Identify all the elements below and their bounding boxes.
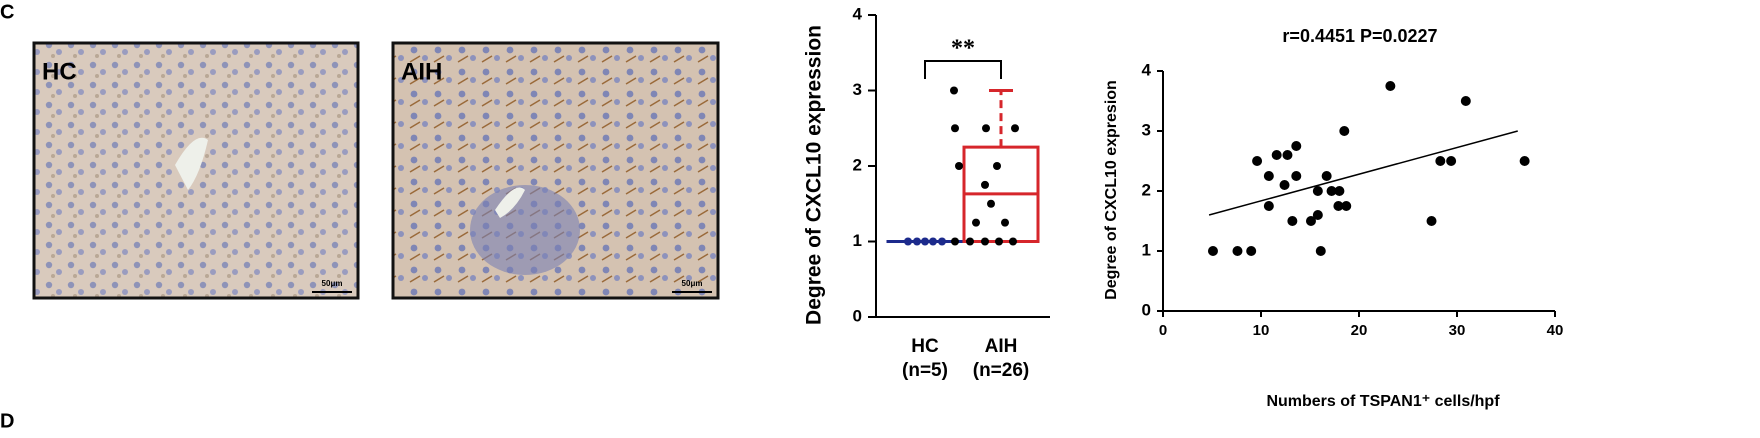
point: [951, 238, 959, 246]
point: [938, 238, 946, 246]
scale-bar: 50μm: [682, 279, 703, 288]
point: [995, 238, 1003, 246]
point: [1291, 171, 1301, 181]
point: [950, 87, 958, 95]
y-tick-label: 3: [1142, 120, 1151, 139]
point: [966, 238, 974, 246]
panel-label: D: [0, 410, 14, 432]
point: [972, 219, 980, 227]
point: [1461, 96, 1471, 106]
point: [913, 238, 921, 246]
point: [1208, 246, 1218, 256]
point: [993, 162, 1001, 170]
y-tick-label: 0: [853, 306, 862, 325]
point: [987, 200, 995, 208]
point: [981, 181, 989, 189]
point: [1341, 201, 1351, 211]
x-tick-label: 10: [1253, 322, 1270, 339]
y-axis-label: Degree of CXCL10 expresion: [1103, 80, 1120, 300]
y-tick-label: 4: [853, 4, 863, 23]
point: [1011, 124, 1019, 132]
x-tick-label: (n=26): [973, 360, 1030, 381]
point: [1322, 171, 1332, 181]
point: [1385, 81, 1395, 91]
point: [1291, 141, 1301, 151]
point: [1272, 150, 1282, 160]
point: [1427, 216, 1437, 226]
point: [1001, 219, 1009, 227]
x-axis-label: Numbers of TSPAN1⁺ cells/hpf: [1266, 393, 1500, 410]
y-tick-label: 1: [853, 231, 862, 250]
point: [1316, 246, 1326, 256]
point: [1334, 186, 1344, 196]
significance: **: [951, 36, 975, 62]
point: [1264, 201, 1274, 211]
y-tick-label: 1: [1142, 240, 1151, 259]
point: [1280, 180, 1290, 190]
point: [921, 238, 929, 246]
scale-bar: 50μm: [322, 279, 343, 288]
micrograph: HC 50μm: [34, 43, 358, 298]
point: [1520, 156, 1530, 166]
point: [1287, 216, 1297, 226]
point: [951, 124, 959, 132]
x-tick-label: 30: [1449, 322, 1466, 339]
point: [1446, 156, 1456, 166]
point: [955, 162, 963, 170]
point: [904, 238, 912, 246]
point: [982, 124, 990, 132]
panel-label: C: [0, 1, 14, 23]
y-tick-label: 3: [853, 80, 862, 99]
x-tick-label: 0: [1159, 322, 1167, 339]
x-tick-label: 20: [1351, 322, 1368, 339]
y-tick-label: 2: [853, 155, 862, 174]
point: [929, 238, 937, 246]
micrograph: AIH 50μm: [393, 43, 718, 298]
point: [1252, 156, 1262, 166]
y-axis-label: Degree of CXCL10 expression: [803, 25, 826, 325]
point: [1232, 246, 1242, 256]
point: [1246, 246, 1256, 256]
chart-title: r=0.4451 P=0.0227: [1282, 26, 1437, 46]
significance-bracket: [925, 61, 1001, 79]
image-label: AIH: [401, 58, 442, 85]
point: [1339, 126, 1349, 136]
point: [1282, 150, 1292, 160]
point: [1264, 171, 1274, 181]
y-tick-label: 0: [1142, 300, 1151, 319]
x-tick-label: 40: [1547, 322, 1564, 339]
point: [1009, 238, 1017, 246]
x-tick-label: HC: [911, 336, 939, 357]
x-tick-label: AIH: [985, 336, 1018, 357]
point: [1313, 186, 1323, 196]
point: [1313, 210, 1323, 220]
fit-line: [1209, 131, 1518, 215]
y-tick-label: 4: [1142, 60, 1152, 79]
y-tick-label: 2: [1142, 180, 1151, 199]
point: [981, 238, 989, 246]
x-tick-label: (n=5): [902, 360, 948, 381]
image-label: HC: [42, 58, 77, 85]
point: [1435, 156, 1445, 166]
